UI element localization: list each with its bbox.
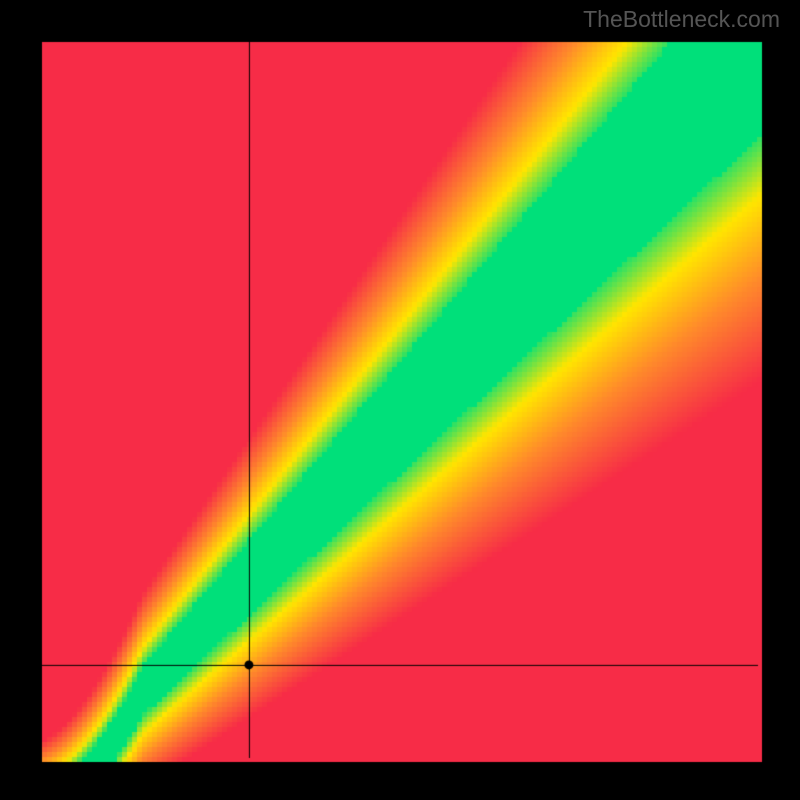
bottleneck-heatmap <box>0 0 800 800</box>
chart-container: TheBottleneck.com <box>0 0 800 800</box>
watermark-text: TheBottleneck.com <box>583 6 780 33</box>
